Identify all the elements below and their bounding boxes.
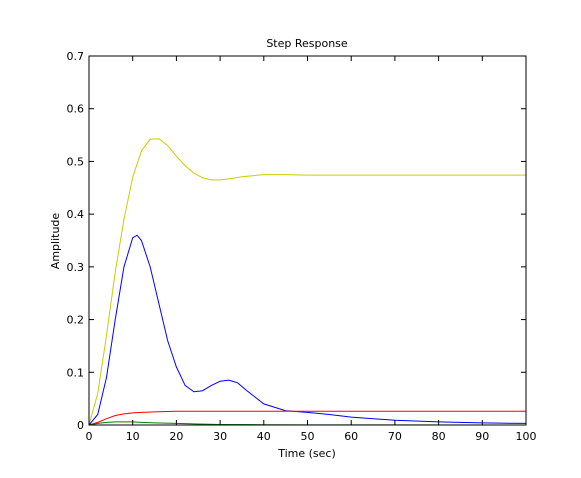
y-tick-label: 0.4 [67, 208, 85, 221]
x-tick-label: 100 [516, 430, 537, 443]
y-tick-label: 0.1 [67, 366, 85, 379]
x-tick-label: 70 [388, 430, 402, 443]
plot-area: 0 10 20 30 40 50 60 70 80 90 100 0 0.1 0.2 0.3 0.4 0.5 0.… [67, 50, 537, 443]
x-tick-label: 60 [344, 430, 358, 443]
y-tick-label: 0.2 [67, 314, 85, 327]
x-tick-label: 90 [475, 430, 489, 443]
x-axis-label: Time (sec) [277, 447, 336, 460]
y-tick-label: 0 [77, 419, 84, 432]
chart-title: Step Response [266, 37, 348, 50]
x-tick-label: 0 [86, 430, 93, 443]
x-tick-label: 30 [213, 430, 227, 443]
y-tick-label: 0.7 [67, 50, 85, 63]
series-line-3 [88, 410, 526, 426]
x-tick-label: 50 [301, 430, 315, 443]
x-tick-label: 40 [257, 430, 271, 443]
y-axis-label: Amplitude [49, 213, 62, 270]
x-tick-label: 80 [432, 430, 446, 443]
y-tick-label: 0.6 [67, 103, 85, 116]
y-tick-label: 0.3 [67, 261, 85, 274]
x-tick-label: 20 [169, 430, 183, 443]
series-line-1 [88, 138, 526, 426]
series-line-2 [88, 234, 527, 426]
x-tick-label: 10 [126, 430, 140, 443]
plot-background [89, 56, 526, 425]
y-tick-label: 0.5 [67, 155, 85, 168]
